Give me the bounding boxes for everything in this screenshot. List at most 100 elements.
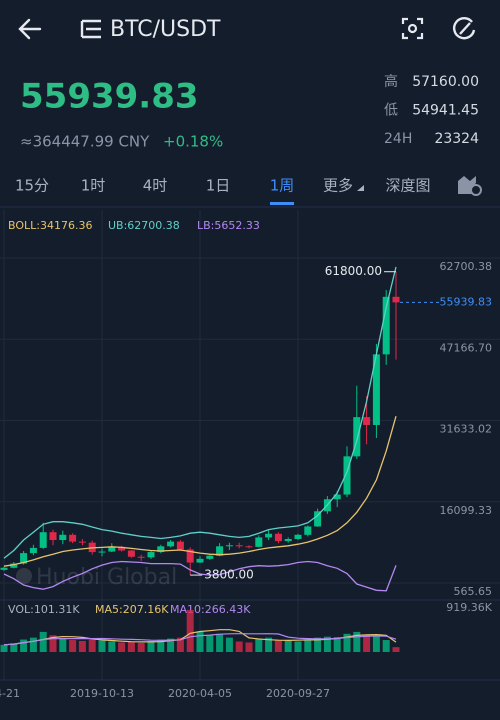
volume-bar: [235, 641, 243, 652]
candle-body: [216, 546, 224, 556]
volume-bar: [304, 639, 312, 652]
tabs: 15分 1时 4时 1日 1周 更多 深度图: [15, 177, 431, 205]
candle-body: [59, 534, 67, 541]
volume-bar: [0, 644, 8, 652]
last-price-label: 55939.83: [440, 295, 493, 308]
tab[interactable]: 15分: [15, 177, 49, 195]
volume-bar: [216, 633, 224, 652]
volume-bar: [363, 634, 371, 652]
back-button[interactable]: [18, 18, 42, 40]
cny-price: ≈364447.99 CNY: [20, 133, 150, 151]
settings-icon[interactable]: [458, 176, 482, 196]
candle-body: [314, 511, 322, 527]
volume-bar: [39, 631, 47, 652]
candle-body: [186, 549, 194, 563]
volume-bar: [186, 609, 194, 652]
tab[interactable]: 1日: [206, 177, 231, 195]
candle-body: [29, 547, 37, 554]
volume-bar: [294, 641, 302, 652]
candle-body: [225, 545, 233, 547]
scan-icon[interactable]: [401, 17, 424, 40]
candle-body: [235, 545, 243, 547]
watermark-logo: [16, 568, 32, 584]
menu-icon[interactable]: [80, 19, 101, 39]
volume-tick-label: 919.36K: [446, 601, 492, 614]
volume-bar: [10, 643, 18, 652]
indicator-line: [3, 560, 397, 592]
candle-body: [265, 533, 273, 538]
indicator-label: LB:5652.33: [197, 219, 260, 232]
candle-body: [245, 546, 253, 548]
tab[interactable]: 更多: [323, 177, 353, 195]
candle-body: [147, 552, 155, 558]
chart: 62700.38 47166.70 31633.02 16099.33 565.65 Hu…: [0, 210, 500, 700]
stat-value: 23324: [434, 131, 479, 147]
tab[interactable]: 1时: [81, 177, 106, 195]
stat-value: 54941.45: [412, 103, 479, 119]
candle-body: [108, 546, 116, 552]
volume-bar: [333, 637, 341, 652]
ma-label: MA10:266.43K: [170, 603, 251, 616]
volume-bar: [206, 635, 214, 652]
candle-body: [255, 537, 263, 547]
x-tick-label: 2019-10-13: [70, 687, 134, 700]
volume-bar: [314, 637, 322, 652]
volume-label: VOL:101.31K: [8, 603, 80, 616]
volume-bar: [176, 637, 184, 652]
candle-body: [363, 417, 371, 425]
tab[interactable]: 4时: [143, 177, 168, 195]
volume-bar: [69, 640, 77, 652]
last-price: 55939.83: [20, 77, 199, 117]
candle-body: [167, 541, 175, 547]
candle-body: [304, 526, 312, 535]
volume-bar: [382, 640, 390, 652]
stat-label: 24H: [384, 131, 412, 147]
volume-bar: [20, 639, 28, 652]
volume-bar: [323, 636, 331, 652]
candle-body: [118, 546, 126, 551]
candle-body: [39, 532, 47, 548]
candle-body: [343, 456, 351, 495]
volume-bar: [196, 631, 204, 652]
candle-body: [0, 567, 8, 570]
volume-bar: [59, 638, 67, 652]
watermark: Huobi Global: [36, 565, 177, 590]
volume-bar: [157, 639, 165, 652]
indicator-label: UB:62700.38: [108, 219, 180, 232]
y-tick-label: 47166.70: [440, 341, 493, 354]
volume-bar: [118, 642, 126, 652]
candle-body: [49, 532, 57, 541]
tab[interactable]: 1周: [270, 177, 295, 195]
volume-bar: [167, 638, 175, 652]
candle-body: [69, 534, 77, 542]
volume-bar: [372, 636, 380, 652]
stat-label: 高: [384, 73, 398, 90]
symbol[interactable]: BTC/USDT: [110, 17, 221, 42]
volume-bar: [108, 641, 116, 652]
more-arrow: [357, 185, 364, 191]
volume-bar: [147, 640, 155, 652]
indicator-line: [3, 266, 397, 559]
candle-body: [137, 556, 145, 558]
tab[interactable]: 深度图: [385, 177, 430, 195]
candle-body: [10, 563, 18, 568]
candle-body: [98, 551, 106, 553]
min-label: 3800.00: [204, 568, 254, 582]
indicator-label: BOLL:34176.36: [8, 219, 92, 232]
volume-bar: [49, 635, 57, 652]
favorite-icon[interactable]: [453, 17, 476, 40]
candle-body: [353, 417, 361, 457]
volume-bar: [353, 631, 361, 652]
price-change: +0.18%: [163, 133, 223, 151]
volume-bar: [274, 640, 282, 652]
y-tick-label: 62700.38: [440, 260, 493, 273]
volume-bar: [265, 637, 273, 652]
max-label: 61800.00: [325, 264, 382, 278]
candle-body: [206, 555, 214, 559]
y-tick-label: 31633.02: [440, 422, 493, 435]
tab-indicator: [270, 202, 294, 205]
volume-bar: [343, 633, 351, 652]
